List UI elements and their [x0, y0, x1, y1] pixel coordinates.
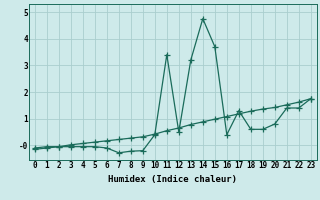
- X-axis label: Humidex (Indice chaleur): Humidex (Indice chaleur): [108, 175, 237, 184]
